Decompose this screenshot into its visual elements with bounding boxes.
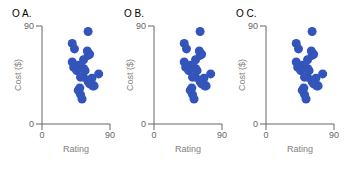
- svg-text:Cost ($): Cost ($): [125, 59, 135, 91]
- html-text:O C.: O C.: [236, 8, 257, 19]
- svg-text:Rating: Rating: [175, 144, 201, 154]
- html-text:O B.: O B.: [124, 8, 144, 19]
- svg-text:Cost ($): Cost ($): [237, 59, 247, 91]
- svg-text:90: 90: [136, 21, 146, 31]
- svg-text:90: 90: [217, 130, 227, 140]
- svg-text:0: 0: [151, 130, 156, 140]
- svg-text:0: 0: [141, 119, 146, 129]
- svg-text:Rating: Rating: [287, 144, 313, 154]
- svg-text:90: 90: [105, 130, 115, 140]
- svg-text:Cost ($): Cost ($): [13, 59, 23, 91]
- svg-text:0: 0: [29, 119, 34, 129]
- svg-text:0: 0: [253, 119, 258, 129]
- svg-text:Rating: Rating: [63, 144, 89, 154]
- svg-text:0: 0: [263, 130, 268, 140]
- svg-text:90: 90: [24, 21, 34, 31]
- html-text:O A.: O A.: [12, 8, 32, 19]
- svg-text:0: 0: [39, 130, 44, 140]
- svg-text:90: 90: [329, 130, 339, 140]
- svg-text:90: 90: [248, 21, 258, 31]
